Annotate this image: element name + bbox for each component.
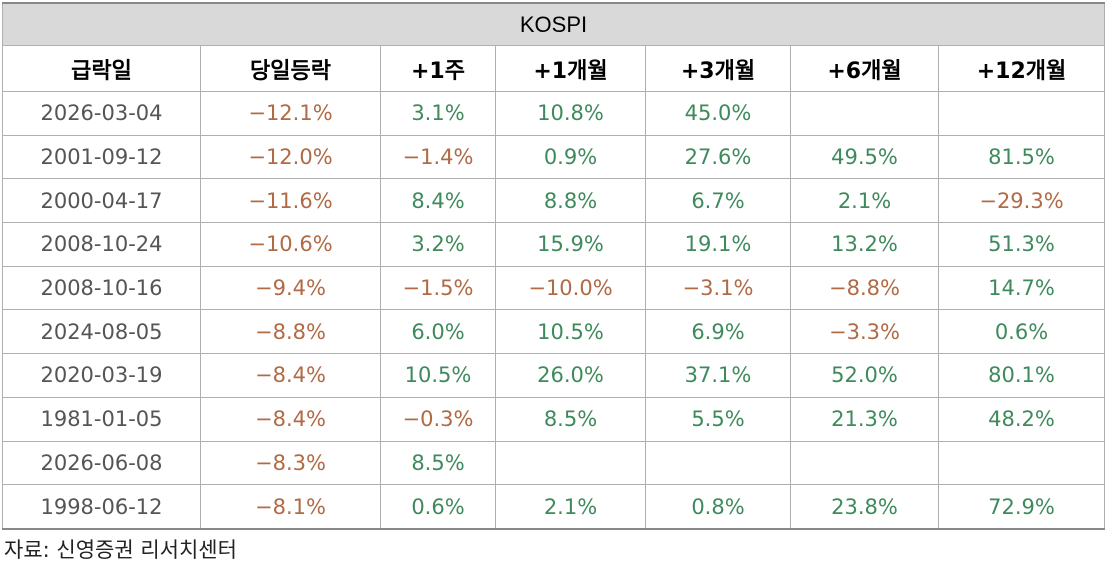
return-cell: −8.8%	[200, 309, 381, 355]
table-row: 1998-06-12 −8.1% 0.6% 2.1% 0.8% 23.8% 72.9%	[2, 484, 1105, 530]
return-cell: 10.5%	[380, 353, 496, 398]
return-cell: 26.0%	[495, 353, 646, 398]
return-cell: −10.0%	[495, 265, 646, 311]
date-cell: 2024-08-05	[2, 309, 201, 355]
return-cell: 15.9%	[495, 222, 646, 267]
return-cell: 48.2%	[938, 396, 1105, 442]
return-cell: 0.6%	[380, 484, 496, 530]
return-cell: −8.8%	[790, 265, 939, 311]
column-header: +12개월	[938, 45, 1105, 92]
return-cell: 52.0%	[790, 353, 939, 398]
header-row: 급락일 당일등락 +1주 +1개월 +3개월 +6개월 +12개월	[2, 45, 1105, 92]
return-cell: 21.3%	[790, 396, 939, 442]
date-cell: 2026-06-08	[2, 440, 201, 486]
return-cell: 8.5%	[380, 440, 496, 486]
kospi-table: KOSPI 급락일 당일등락 +1주 +1개월 +3개월 +6개월 +12개월 2026-0…	[2, 2, 1105, 530]
return-cell	[495, 440, 646, 486]
column-header: 급락일	[2, 45, 201, 92]
return-cell: 10.8%	[495, 91, 646, 136]
return-cell: −12.0%	[200, 134, 381, 180]
title-row: KOSPI	[2, 2, 1105, 46]
return-cell: −8.1%	[200, 484, 381, 530]
return-cell: −0.3%	[380, 396, 496, 442]
date-cell: 2008-10-16	[2, 265, 201, 311]
return-cell	[790, 440, 939, 486]
return-cell: 72.9%	[938, 484, 1105, 530]
return-cell: 8.4%	[380, 178, 496, 224]
date-cell: 2026-03-04	[2, 91, 201, 136]
column-header: +3개월	[645, 45, 791, 92]
return-cell: 80.1%	[938, 353, 1105, 398]
date-cell: 2001-09-12	[2, 134, 201, 180]
return-cell	[938, 91, 1105, 136]
return-cell: 3.1%	[380, 91, 496, 136]
date-cell: 2000-04-17	[2, 178, 201, 224]
return-cell: 0.6%	[938, 309, 1105, 355]
return-cell: −10.6%	[200, 222, 381, 267]
table-row: 2001-09-12 −12.0% −1.4% 0.9% 27.6% 49.5% 81.5%	[2, 134, 1105, 180]
date-cell: 1981-01-05	[2, 396, 201, 442]
return-cell: 45.0%	[645, 91, 791, 136]
date-cell: 2008-10-24	[2, 222, 201, 267]
date-cell: 2020-03-19	[2, 353, 201, 398]
return-cell: −8.3%	[200, 440, 381, 486]
table-row: 2024-08-05 −8.8% 6.0% 10.5% 6.9% −3.3% 0.6%	[2, 309, 1105, 355]
return-cell: −12.1%	[200, 91, 381, 136]
return-cell: −8.4%	[200, 396, 381, 442]
return-cell: 2.1%	[790, 178, 939, 224]
return-cell	[938, 440, 1105, 486]
return-cell: 0.8%	[645, 484, 791, 530]
date-cell: 1998-06-12	[2, 484, 201, 530]
return-cell: 8.8%	[495, 178, 646, 224]
return-cell: 5.5%	[645, 396, 791, 442]
column-header: 당일등락	[200, 45, 381, 92]
return-cell: −3.3%	[790, 309, 939, 355]
return-cell	[790, 91, 939, 136]
table-row: 2000-04-17 −11.6% 8.4% 8.8% 6.7% 2.1% −29.3%	[2, 178, 1105, 224]
table-head: KOSPI 급락일 당일등락 +1주 +1개월 +3개월 +6개월 +12개월	[2, 2, 1105, 92]
table-row: 1981-01-05 −8.4% −0.3% 8.5% 5.5% 21.3% 48.2%	[2, 396, 1105, 442]
return-cell: 6.7%	[645, 178, 791, 224]
return-cell: 19.1%	[645, 222, 791, 267]
return-cell: 23.8%	[790, 484, 939, 530]
return-cell: 6.9%	[645, 309, 791, 355]
return-cell	[645, 440, 791, 486]
source-note: 자료: 신영증권 리서치센터	[4, 538, 237, 562]
return-cell: −1.5%	[380, 265, 496, 311]
table-row: 2026-06-08 −8.3% 8.5%	[2, 440, 1105, 486]
table-row: 2008-10-24 −10.6% 3.2% 15.9% 19.1% 13.2% 51.3%	[2, 222, 1105, 267]
return-cell: −11.6%	[200, 178, 381, 224]
return-cell: 27.6%	[645, 134, 791, 180]
table-title: KOSPI	[2, 2, 1105, 46]
column-header: +1개월	[495, 45, 646, 92]
return-cell: 3.2%	[380, 222, 496, 267]
return-cell: 49.5%	[790, 134, 939, 180]
table-body: 2026-03-04 −12.1% 3.1% 10.8% 45.0% 2001-09-12…	[2, 91, 1105, 530]
return-cell: 6.0%	[380, 309, 496, 355]
column-header: +6개월	[790, 45, 939, 92]
return-cell: 2.1%	[495, 484, 646, 530]
return-cell: −8.4%	[200, 353, 381, 398]
return-cell: 0.9%	[495, 134, 646, 180]
column-header: +1주	[380, 45, 496, 92]
table-row: 2008-10-16 −9.4% −1.5% −10.0% −3.1% −8.8% 14.7…	[2, 265, 1105, 311]
return-cell: 51.3%	[938, 222, 1105, 267]
return-cell: −1.4%	[380, 134, 496, 180]
return-cell: 10.5%	[495, 309, 646, 355]
table-row: 2020-03-19 −8.4% 10.5% 26.0% 37.1% 52.0% 80.1%	[2, 353, 1105, 398]
return-cell: 8.5%	[495, 396, 646, 442]
return-cell: 14.7%	[938, 265, 1105, 311]
table-row: 2026-03-04 −12.1% 3.1% 10.8% 45.0%	[2, 91, 1105, 136]
return-cell: −9.4%	[200, 265, 381, 311]
return-cell: 81.5%	[938, 134, 1105, 180]
return-cell: −29.3%	[938, 178, 1105, 224]
return-cell: 37.1%	[645, 353, 791, 398]
return-cell: 13.2%	[790, 222, 939, 267]
return-cell: −3.1%	[645, 265, 791, 311]
